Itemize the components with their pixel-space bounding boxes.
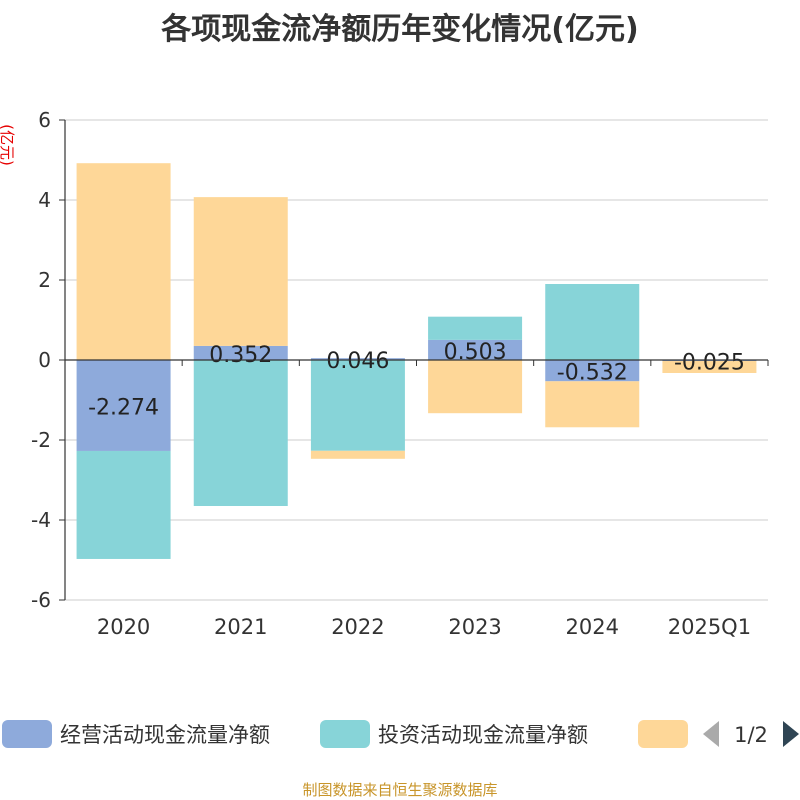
y-tick-label: 2	[38, 268, 51, 292]
x-tick-label: 2022	[331, 615, 384, 639]
y-tick-label: 4	[38, 188, 51, 212]
source-note: 制图数据来自恒生聚源数据库	[302, 781, 498, 799]
data-label: 0.046	[326, 349, 389, 374]
bar-s2-2023[interactable]	[428, 360, 523, 414]
legend-swatch-1[interactable]	[320, 720, 370, 748]
bar-s1-2022[interactable]	[310, 360, 405, 451]
bar-s0-2021[interactable]	[193, 345, 288, 360]
legend-label-1[interactable]: 投资活动现金流量净额	[378, 723, 588, 747]
y-tick-label: -2	[31, 428, 51, 452]
legend-label-0[interactable]: 经营活动现金流量净额	[60, 723, 270, 747]
bar-s2-2021[interactable]	[193, 197, 288, 346]
x-tick-label: 2024	[566, 615, 619, 639]
bar-s0-2023[interactable]	[428, 339, 523, 360]
bar-s1-2024[interactable]	[545, 284, 640, 360]
bar-s0-2020[interactable]	[76, 360, 171, 451]
y-axis-label: (亿元)	[0, 124, 16, 166]
y-tick-label: 6	[38, 108, 51, 132]
x-tick-label: 2021	[214, 615, 267, 639]
bar-s0-2022[interactable]	[310, 358, 405, 360]
bar-s1-2023[interactable]	[428, 316, 523, 340]
legend-swatch-2[interactable]	[638, 720, 688, 748]
x-tick-label: 2023	[448, 615, 501, 639]
bar-s2-2024[interactable]	[545, 381, 640, 428]
bar-s1-2020[interactable]	[76, 450, 171, 559]
x-tick-label: 2025Q1	[668, 615, 751, 639]
y-tick-label: 0	[38, 348, 51, 372]
y-tick-label: -4	[31, 508, 51, 532]
bar-s1-2021[interactable]	[193, 360, 288, 506]
legend-prev-icon[interactable]	[703, 721, 719, 747]
bar-s2-2025Q1[interactable]	[662, 361, 757, 373]
legend-page-indicator: 1/2	[734, 723, 768, 747]
bar-s2-2022[interactable]	[310, 450, 405, 459]
data-label: -0.025	[674, 351, 745, 376]
chart-title: 各项现金流净额历年变化情况(亿元)	[161, 12, 639, 47]
legend-swatch-0[interactable]	[2, 720, 52, 748]
data-label: -2.274	[88, 395, 159, 420]
data-label: -0.532	[557, 361, 628, 386]
bar-s2-2020[interactable]	[76, 163, 171, 360]
data-label: 0.503	[444, 340, 507, 365]
data-label: 0.352	[209, 343, 272, 368]
bar-s0-2024[interactable]	[545, 360, 640, 382]
x-tick-label: 2020	[97, 615, 150, 639]
y-tick-label: -6	[31, 588, 51, 612]
legend-next-icon[interactable]	[783, 721, 799, 747]
